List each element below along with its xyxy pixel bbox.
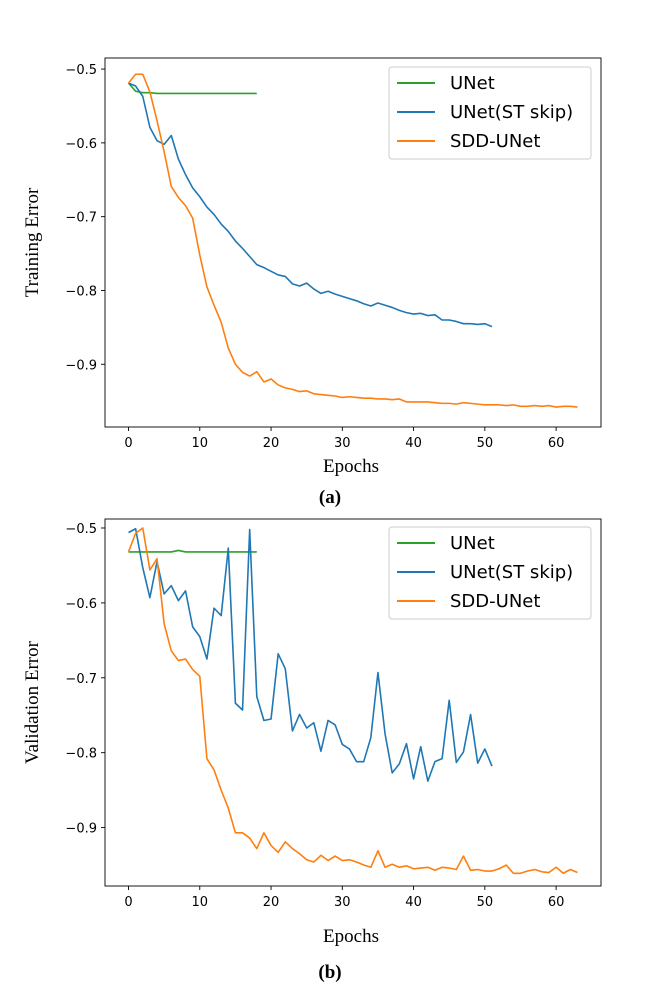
x-tick-label: 40 [405, 436, 422, 451]
y-tick-label: −0.5 [65, 63, 97, 78]
plot-frame [104, 57, 602, 428]
series-line-unet-st-skip [128, 527, 493, 782]
x-axis-label: Epochs [323, 926, 379, 947]
y-tick-label: −0.7 [65, 211, 97, 226]
legend-label: UNet(ST skip) [450, 102, 573, 123]
x-tick-label: 20 [263, 895, 280, 910]
x-tick-label: 50 [477, 895, 494, 910]
plot-frame [104, 518, 602, 887]
y-axis-label: Training Error [22, 187, 43, 297]
legend-label: UNet [450, 533, 495, 554]
x-tick-label: 60 [548, 436, 565, 451]
y-axis-label: Validation Error [22, 640, 43, 764]
x-tick-label: 0 [124, 436, 132, 451]
legend-label: UNet [450, 73, 495, 94]
x-axis-label: Epochs [323, 456, 379, 477]
legend-box [388, 526, 592, 620]
x-tick-label: 50 [477, 436, 494, 451]
y-tick-label: −0.6 [65, 137, 97, 152]
legend: UNet UNet(ST skip) SDD-UNet [388, 66, 592, 160]
x-tick-label: 30 [334, 436, 351, 451]
y-tick-label: −0.5 [65, 522, 97, 537]
x-tick-label: 0 [124, 895, 132, 910]
y-tick-label: −0.9 [65, 358, 97, 373]
chart-validation-error: 0 10 20 30 40 50 60 −0.5 −0.6 −0.7 −0.8 −0.9 Epochs V… [22, 518, 602, 983]
series-line-sdd-unet [127, 527, 578, 875]
x-tick-label: 10 [192, 436, 209, 451]
y-tick-label: −0.8 [65, 284, 97, 299]
legend-label: SDD-UNet [450, 131, 540, 152]
series-line-unet [128, 549, 257, 553]
legend-box [388, 66, 592, 160]
figure-caption: (b) [318, 962, 341, 983]
y-tick-label: −0.9 [65, 822, 97, 837]
series-line-unet-st-skip [128, 82, 493, 328]
x-tick-label: 20 [263, 436, 280, 451]
x-tick-label: 10 [192, 895, 209, 910]
y-tick-label: −0.7 [65, 672, 97, 687]
y-tick-label: −0.6 [65, 597, 97, 612]
legend-label: UNet(ST skip) [450, 562, 573, 583]
x-tick-label: 60 [548, 895, 565, 910]
x-tick-label: 30 [334, 895, 351, 910]
figure-caption: (a) [319, 487, 341, 508]
y-tick-label: −0.8 [65, 747, 97, 762]
x-tick-label: 40 [405, 895, 422, 910]
legend-label: SDD-UNet [450, 591, 540, 612]
legend: UNet UNet(ST skip) SDD-UNet [388, 526, 592, 620]
chart-training-error: 0 10 20 30 40 50 60 −0.5 −0.6 −0.7 −0.8 −0.9 Epochs T… [22, 57, 602, 508]
series-line-sdd-unet [127, 73, 578, 408]
